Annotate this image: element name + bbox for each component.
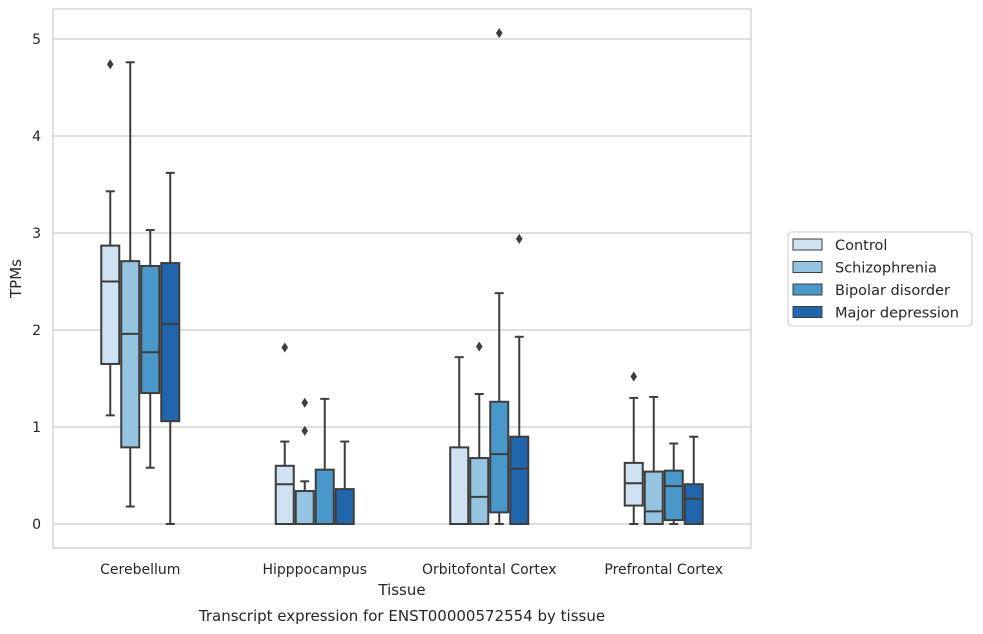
box-prefrontal-cortex-schizophrenia (643, 395, 664, 525)
x-tick-label: Prefrontal Cortex (604, 562, 723, 578)
box-iqr (663, 469, 684, 522)
outlier-marker (495, 28, 503, 39)
y-tick-label: 0 (32, 517, 41, 533)
box-orbitofontal-cortex-major-depression (509, 233, 530, 526)
legend-label: Bipolar disorder (835, 283, 950, 299)
box-iqr (489, 400, 510, 514)
legend-frame (787, 231, 973, 327)
box-iqr (100, 244, 121, 365)
box-hipppocampus-control (274, 342, 295, 525)
box-cerebellum-major-depression (160, 171, 181, 525)
box-orbitofontal-cortex-control (449, 356, 470, 525)
x-tick-label: Hipppocampus (262, 562, 367, 578)
box-orbitofontal-cortex-bipolar-disorder (489, 28, 510, 525)
outlier-marker (515, 233, 523, 244)
outlier-marker (106, 59, 114, 70)
legend-label: Control (835, 238, 887, 254)
box-orbitofontal-cortex-schizophrenia (469, 341, 490, 526)
box-prefrontal-cortex-control (623, 371, 644, 525)
x-ticks: Cerebellum Hipppocampus Orbitofontal Corte… (100, 562, 723, 578)
y-axis-label: TPMs (7, 259, 25, 299)
box-iqr (469, 457, 490, 526)
x-tick-label: Cerebellum (100, 562, 180, 578)
legend: Control Schizophrenia Bipolar disorder Majo… (787, 231, 973, 327)
box-hipppocampus-bipolar-disorder (314, 397, 335, 525)
legend-swatch (792, 238, 823, 251)
box-iqr (120, 260, 141, 449)
legend-swatch (792, 283, 823, 296)
box-iqr (140, 264, 161, 395)
box-cerebellum-bipolar-disorder (140, 229, 161, 469)
box-hipppocampus-schizophrenia (294, 397, 315, 525)
legend-label: Major depression (835, 306, 959, 322)
y-tick-label: 5 (32, 32, 41, 48)
outlier-marker (475, 341, 483, 352)
box-prefrontal-cortex-major-depression (683, 435, 704, 526)
box-cerebellum-control (100, 59, 121, 417)
boxes (100, 28, 704, 526)
box-iqr (274, 464, 295, 525)
box-iqr (314, 468, 335, 525)
box-cerebellum-schizophrenia (120, 61, 141, 508)
legend-swatch (792, 306, 823, 318)
legend-label: Schizophrenia (835, 261, 937, 277)
y-tick-label: 4 (32, 129, 41, 145)
box-iqr (509, 435, 530, 526)
outlier-marker (630, 371, 638, 382)
outlier-marker (281, 342, 289, 353)
box-iqr (334, 488, 355, 525)
box-iqr (294, 490, 315, 525)
y-tick-label: 2 (32, 323, 41, 339)
legend-swatch (792, 261, 823, 273)
box-hipppocampus-major-depression (334, 440, 355, 525)
box-iqr (683, 483, 704, 526)
box-iqr (160, 262, 181, 423)
outlier-marker (301, 397, 309, 408)
x-axis-label: Tissue (377, 581, 425, 599)
box-iqr (643, 470, 664, 525)
outlier-marker (301, 425, 309, 436)
y-tick-label: 1 (32, 420, 41, 436)
x-tick-label: Orbitofontal Cortex (422, 562, 557, 578)
chart-caption: Transcript expression for ENST0000057255… (198, 607, 605, 625)
y-tick-label: 3 (32, 226, 41, 242)
plot-frame (52, 8, 752, 549)
box-iqr (449, 446, 470, 525)
y-ticks: 0 1 2 3 4 5 (32, 32, 41, 533)
box-prefrontal-cortex-bipolar-disorder (663, 442, 684, 525)
